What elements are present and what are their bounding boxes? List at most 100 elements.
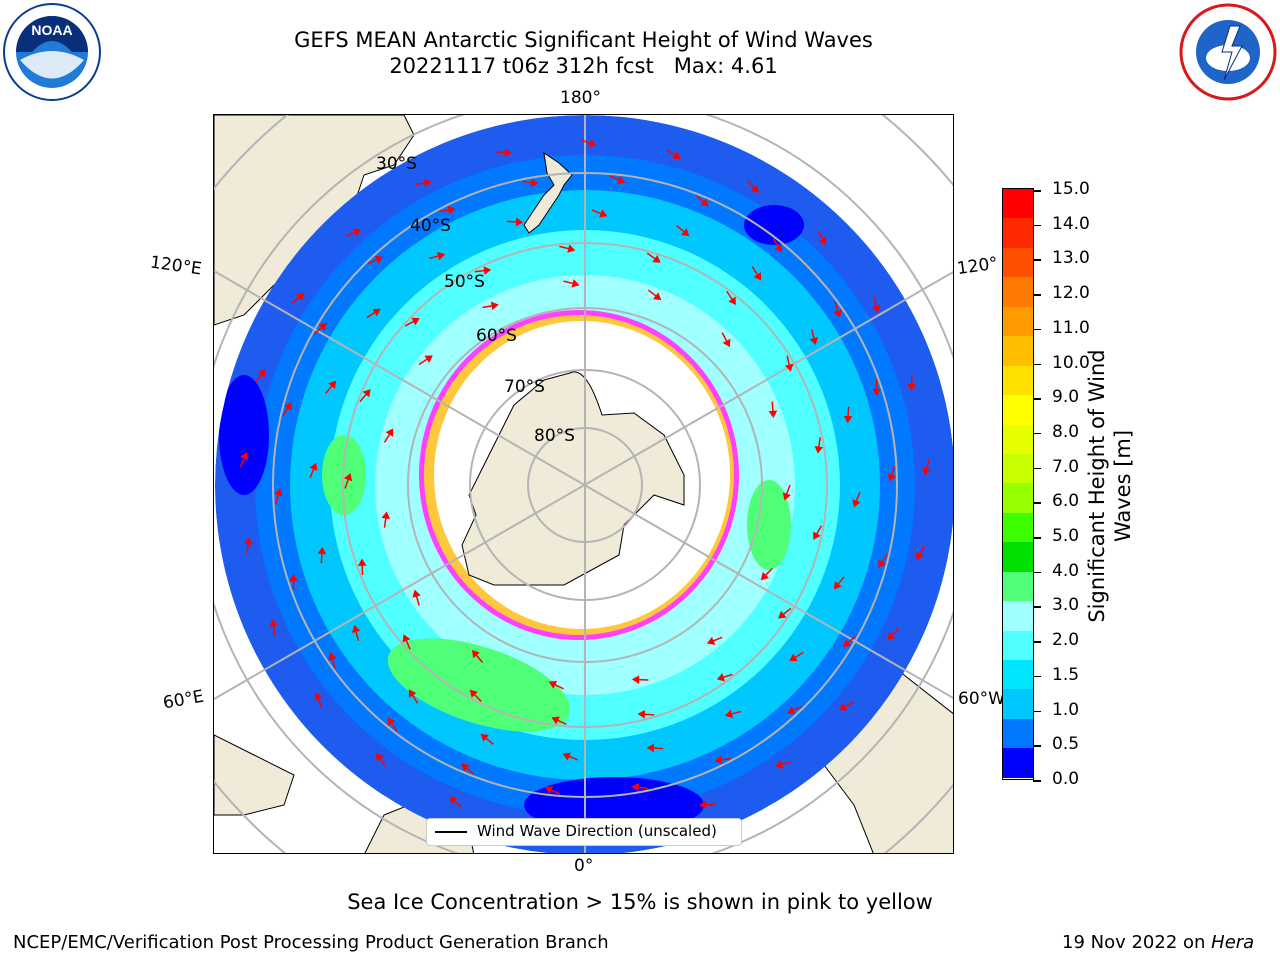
wave-direction-arrow — [712, 636, 723, 642]
wave-direction-arrow — [794, 651, 804, 659]
wave-direction-arrowhead — [775, 760, 784, 769]
wave-direction-arrow — [817, 437, 821, 448]
wave-direction-arrow — [345, 231, 356, 237]
wave-direction-arrowhead — [672, 151, 681, 160]
lon-label-0: 0° — [574, 856, 594, 876]
wave-direction-arrowhead — [490, 301, 499, 311]
colorbar-tick — [1033, 745, 1041, 747]
colorbar-segment — [1003, 630, 1033, 660]
wave-direction-arrow — [721, 332, 728, 342]
wave-direction-arrow — [495, 151, 506, 154]
colorbar-tick-label: 7.0 — [1052, 456, 1080, 477]
wave-direction-arrowhead — [381, 511, 391, 520]
wave-direction-arrow — [331, 658, 336, 669]
wave-direction-arrowhead — [843, 415, 853, 424]
wave-direction-arrow — [246, 543, 250, 554]
colorbar-segment — [1003, 718, 1033, 749]
wave-direction-arrowhead — [372, 308, 381, 317]
wave-direction-arrow — [383, 517, 387, 528]
wave-direction-arrowhead — [753, 272, 762, 281]
wave-direction-arrow — [782, 607, 792, 616]
colorbar-tick — [1033, 606, 1041, 608]
wave-direction-arrow — [282, 407, 289, 417]
wave-direction-arrow — [556, 719, 567, 725]
lon-label-60w: 60°W — [958, 689, 1002, 709]
lon-label-180: 180° — [560, 88, 601, 108]
wave-direction-arrowhead — [760, 572, 769, 581]
colorbar-tick — [1033, 398, 1041, 400]
wave-direction-arrowhead — [351, 624, 361, 633]
colorbar-segment — [1003, 748, 1033, 778]
wave-direction-arrowhead — [412, 589, 421, 598]
wave-direction-arrowhead — [778, 610, 787, 619]
wave-direction-arrowhead — [243, 537, 253, 545]
wave-direction-arrowhead — [483, 266, 492, 275]
wave-direction-arrow — [475, 654, 484, 664]
wave-direction-arrow — [366, 311, 376, 319]
wave-direction-arrowhead — [309, 462, 318, 471]
wave-direction-arrowhead — [567, 244, 576, 253]
wave-direction-arrowhead — [461, 763, 470, 772]
wave-direction-arrow — [726, 290, 733, 301]
wave-direction-arrow — [815, 525, 823, 535]
colorbar-tick-label: 8.0 — [1052, 421, 1080, 442]
wave-direction-arrow — [847, 406, 850, 417]
wave-direction-arrow — [837, 576, 845, 585]
chart-subtitle: 20221117 t06z 312h fcst Max: 4.61 — [0, 53, 1167, 79]
colorbar-segment — [1003, 542, 1033, 572]
wave-direction-arrow — [474, 269, 485, 273]
wave-direction-arrow — [453, 800, 463, 808]
colorbar-tick-label: 10.0 — [1052, 352, 1090, 373]
legend-line — [435, 831, 467, 833]
wave-direction-arrow — [925, 459, 930, 470]
wave-direction-arrowhead — [375, 752, 384, 762]
colorbar-tick — [1033, 571, 1041, 574]
wave-direction-arrow — [817, 230, 824, 241]
colorbar-tick — [1033, 467, 1041, 470]
colorbar-segment — [1003, 247, 1033, 278]
wave-direction-arrow — [891, 627, 900, 637]
wave-direction-arrow — [881, 553, 888, 563]
wave-direction-arrowhead — [616, 175, 626, 184]
footer-left: NCEP/EMC/Verification Post Processing Pr… — [13, 932, 609, 953]
colorbar-segment — [1003, 277, 1033, 307]
wave-direction-arrowhead — [716, 673, 725, 682]
wave-direction-arrow — [844, 701, 854, 708]
wave-direction-arrowhead — [922, 467, 931, 476]
wave-direction-arrow — [390, 722, 398, 732]
wave-direction-arrow — [428, 255, 440, 260]
wave-direction-arrowhead — [813, 531, 821, 540]
colorbar-segment — [1003, 189, 1033, 219]
wave-direction-arrow — [367, 258, 378, 265]
wave-direction-arrowhead — [362, 389, 371, 398]
wave-direction-arrowhead — [296, 293, 305, 302]
colorbar-tick-label: 1.0 — [1052, 699, 1080, 720]
wave-direction-arrowhead — [544, 786, 554, 795]
wave-direction-arrowhead — [809, 337, 819, 346]
colorbar-segment — [1003, 395, 1033, 425]
colorbar-tick-label: 6.0 — [1052, 491, 1080, 512]
colorbar-tick-label: 2.0 — [1052, 630, 1080, 651]
wave-direction-arrowhead — [631, 782, 640, 792]
wave-direction-arrowhead — [681, 228, 690, 237]
svg-text:NOAA: NOAA — [31, 22, 72, 38]
wave-direction-arrowhead — [637, 709, 646, 719]
wave-direction-arrowhead — [833, 309, 842, 318]
colorbar-tick-label: 9.0 — [1052, 387, 1080, 408]
wave-direction-arrowhead — [887, 631, 896, 641]
wave-direction-arrowhead — [269, 618, 278, 627]
wave-direction-arrow — [404, 320, 415, 327]
wave-direction-arrow — [568, 755, 579, 761]
colorbar-tick-label: 11.0 — [1052, 317, 1090, 338]
wave-direction-arrowhead — [424, 355, 433, 363]
wave-direction-arrow — [418, 358, 428, 366]
wave-direction-arrowhead — [872, 304, 881, 313]
wave-direction-arrowhead — [652, 254, 661, 263]
wave-direction-arrow — [646, 252, 656, 260]
wave-direction-arrowhead — [631, 675, 640, 684]
wave-direction-arrow — [506, 220, 517, 223]
colorbar-tick-label: 14.0 — [1052, 213, 1090, 234]
colorbar-segment — [1003, 424, 1033, 454]
lat-label-70s: 70°S — [504, 377, 545, 397]
wave-direction-arrowhead — [423, 178, 432, 188]
